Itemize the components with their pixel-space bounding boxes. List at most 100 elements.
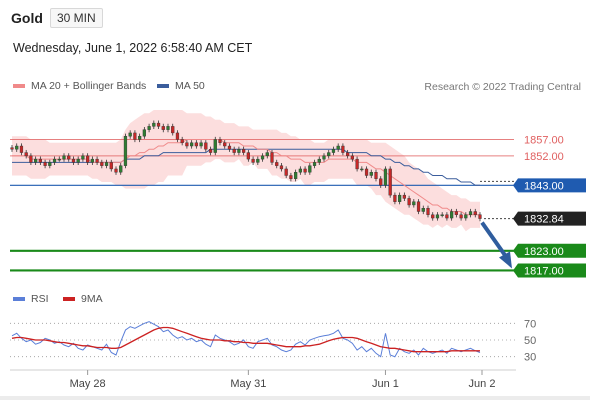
candle [194, 140, 198, 149]
candle [213, 136, 217, 156]
candle [426, 205, 430, 218]
price-tag-last [513, 211, 586, 226]
candle [308, 163, 312, 175]
candle [24, 149, 28, 159]
candle [298, 166, 302, 175]
ma50-line [12, 148, 480, 186]
candle [350, 153, 354, 162]
price-tag-label: 1823.00 [524, 246, 564, 258]
candle [275, 159, 279, 169]
price-tags-layer: 1857.00 1852.00 1843.00 1832.84 1823.00 1817.… [513, 134, 586, 278]
candle [67, 153, 71, 162]
candle [379, 176, 383, 188]
candle [95, 156, 99, 166]
candle [71, 156, 76, 166]
ma20-label: MA 20 + Bollinger Bands [31, 80, 147, 92]
price-tag-support [513, 243, 586, 258]
candle [138, 133, 142, 143]
price-tag-label: 1857.00 [524, 134, 564, 146]
candle [156, 120, 161, 129]
candle [346, 149, 350, 159]
candle [369, 169, 373, 179]
candle [133, 130, 137, 143]
candle [289, 172, 293, 182]
candle [251, 156, 255, 166]
candle [421, 205, 425, 215]
price-tag-label: 1817.00 [524, 265, 564, 277]
candle [388, 166, 392, 198]
candle [104, 159, 109, 169]
candle [185, 140, 189, 149]
candle [147, 123, 151, 133]
candle [440, 212, 444, 218]
candle [232, 146, 236, 156]
candle [383, 166, 388, 188]
candle [454, 208, 458, 218]
candle [223, 140, 227, 149]
candle [412, 199, 416, 208]
candle [317, 156, 321, 166]
forecast-arrow-layer [480, 221, 512, 269]
rsi-tick-label: 50 [524, 335, 536, 347]
candle [260, 153, 265, 162]
candle [331, 146, 336, 156]
candle [204, 140, 208, 152]
candle [416, 199, 421, 215]
candle [199, 140, 203, 149]
candle [402, 192, 406, 202]
ma50-swatch [157, 84, 169, 88]
ma9-label: 9MA [81, 293, 103, 305]
candle [15, 143, 19, 152]
candle [86, 153, 90, 166]
candle [171, 123, 175, 136]
candle [175, 130, 180, 143]
candle [152, 120, 156, 129]
candle [294, 169, 298, 182]
candle [435, 212, 440, 221]
research-credit: Research © 2022 Trading Central [424, 81, 581, 93]
chart-header: Gold 30 MIN [0, 0, 590, 34]
candle [284, 166, 288, 179]
candle [119, 163, 123, 175]
price-tag-support [513, 263, 586, 278]
legend-9ma: 9MA [63, 293, 103, 305]
moving-averages-layer [12, 139, 480, 216]
candle [246, 149, 250, 162]
rsi-tick-label: 70 [524, 318, 536, 330]
candle [265, 149, 269, 159]
legend-ma20: MA 20 + Bollinger Bands [13, 80, 146, 92]
candle [90, 156, 94, 166]
bottom-scroll-strip [0, 396, 590, 400]
rsi-9ma-line [11, 326, 480, 353]
candle [128, 130, 132, 139]
timeframe-badge[interactable]: 30 MIN [50, 8, 103, 28]
candle [48, 159, 52, 169]
candle [10, 145, 14, 152]
price-tag-label: 1832.84 [524, 214, 564, 226]
time-axis-layer: May 28 May 31 Jun 1 Jun 2 [0, 369, 590, 400]
price-tag-label: 1852.00 [524, 151, 564, 163]
candle [445, 212, 449, 221]
candle [478, 212, 482, 222]
candle [279, 163, 284, 172]
candle [341, 143, 345, 156]
candles-layer [10, 120, 482, 222]
candle [218, 136, 222, 146]
candle [166, 123, 170, 133]
candle [29, 153, 33, 166]
price-levels-layer [10, 138, 516, 272]
candle [336, 143, 340, 152]
candle [374, 169, 378, 182]
candle [190, 140, 194, 149]
ma9-swatch [63, 297, 75, 301]
candle [327, 149, 331, 159]
candle [256, 156, 260, 166]
candle [76, 156, 80, 166]
candle [459, 212, 463, 221]
candle [38, 156, 42, 166]
time-tick-label: Jun 1 [372, 378, 399, 390]
forecast-arrow-shaft [480, 221, 510, 261]
bollinger-band [12, 110, 480, 232]
rsi-panel-layer: 70 50 30 [10, 318, 536, 364]
